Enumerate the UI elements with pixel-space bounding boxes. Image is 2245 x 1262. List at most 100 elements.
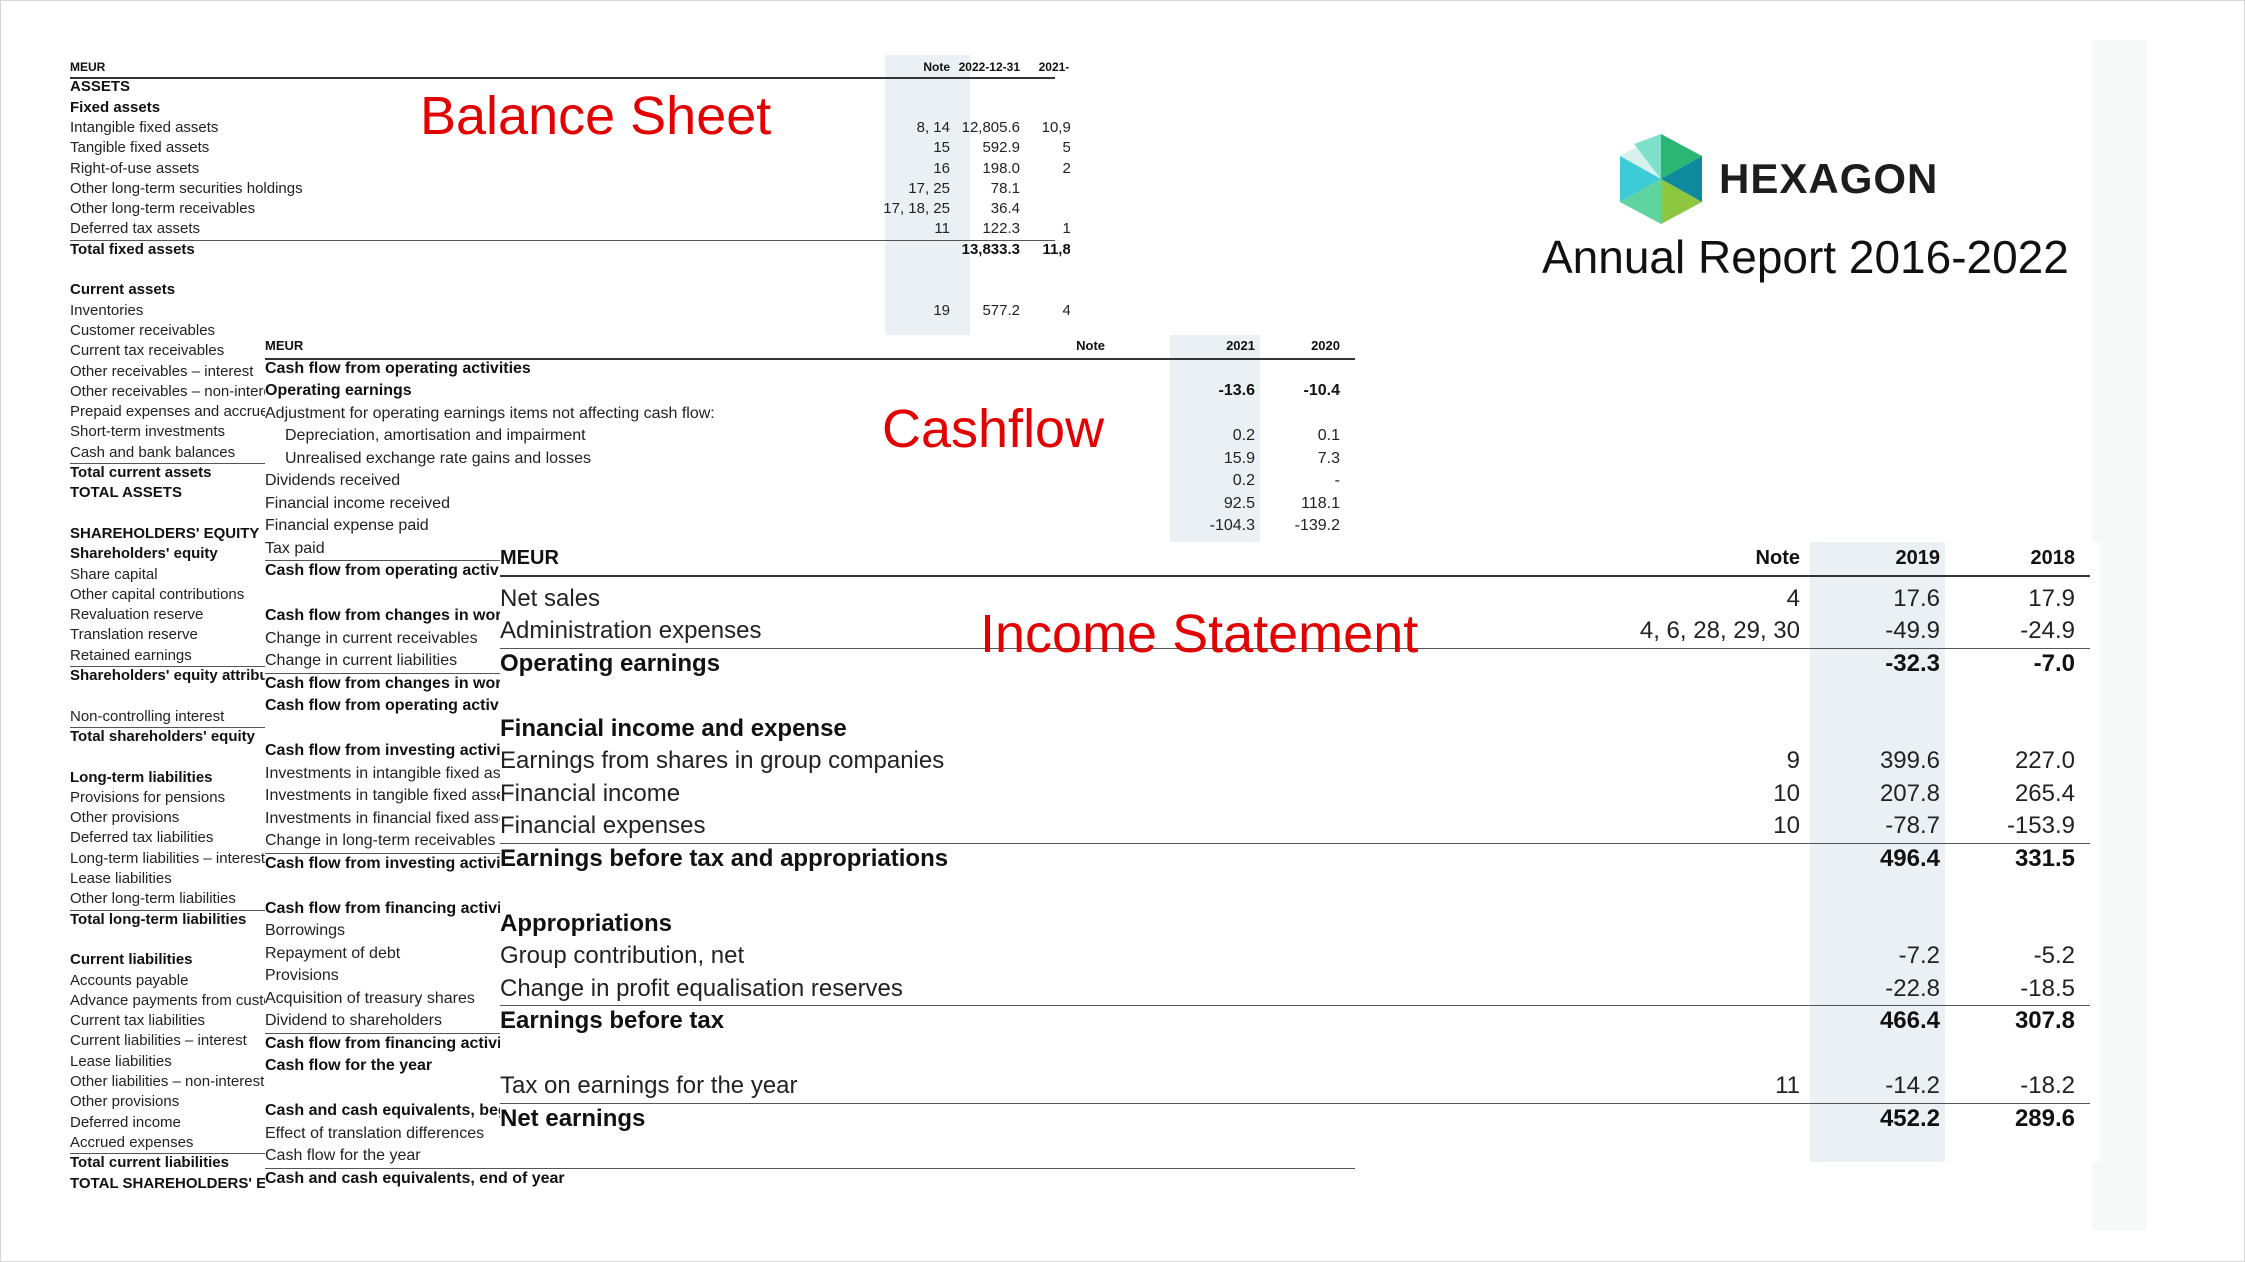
row-label: Current tax liabilities	[70, 1012, 206, 1030]
row-note: 19	[933, 301, 950, 319]
row-label: Retained earnings	[70, 646, 192, 664]
table-row: Financial expenses 10 -78.7 -153.9	[500, 810, 2100, 843]
row-col1: 466.4	[1879, 1007, 1940, 1034]
table-row: Operating earnings -32.3 -7.0	[500, 648, 2100, 681]
table-row: Change in profit equalisation reserves -2…	[500, 973, 2100, 1006]
row-label: Shareholders' equity attributable	[70, 667, 304, 684]
row-label: Depreciation, amortisation and impairmen…	[285, 427, 586, 444]
table-row: Shareholders' equity attributable	[70, 666, 1070, 686]
row-label: Provisions for pensions	[70, 788, 226, 806]
row-label: Appropriations	[500, 909, 672, 937]
header-col1: 2021	[1226, 338, 1255, 353]
row-col1: 592.9	[982, 139, 1020, 157]
row-label: Lease liabilities	[70, 1052, 172, 1070]
row-label: Non-controlling interest	[70, 707, 225, 725]
row-col1: 17.6	[1893, 584, 1940, 612]
table-row: Fixed assets	[70, 98, 1070, 118]
report-subtitle: Annual Report 2016-2022	[1542, 231, 2069, 283]
table-row: Current tax receivables	[70, 341, 1070, 361]
row-label: Investments in financial fixed assets	[265, 809, 521, 827]
row-note: 4	[1786, 584, 1800, 612]
row-label: Fixed assets	[70, 98, 161, 116]
row-label: Cash flow from investing activities	[265, 742, 529, 759]
row-col1: 0.2	[1232, 427, 1255, 444]
highlight-column	[1170, 335, 1260, 555]
row-label: Change in long-term receivables	[265, 832, 496, 849]
table-row: Dividends received 0.2 -	[265, 470, 1370, 493]
row-label: Accrued expenses	[70, 1133, 194, 1151]
table-row: Earnings before tax 466.4 307.8	[500, 1005, 2100, 1038]
row-label: Earnings before tax	[500, 1007, 725, 1034]
table-row: Accrued expenses	[70, 1133, 1070, 1153]
row-label: Total long-term liabilities	[70, 910, 247, 928]
table-row: Investments in intangible fixed assets	[265, 763, 1370, 786]
row-label: Advance payments from customers	[70, 991, 306, 1009]
row-label: Total current liabilities	[70, 1154, 229, 1172]
table-row: Effect of translation differences	[265, 1123, 1370, 1146]
row-label: Other long-term receivables	[70, 200, 256, 218]
table-header: MEUR Note 2021 2020	[265, 335, 1370, 358]
table-row: Shareholders' equity	[70, 544, 1070, 564]
row-label: Investments in intangible fixed assets	[265, 764, 531, 782]
table-row: Other liabilities – non-interest	[70, 1072, 1070, 1092]
row-col1: -78.7	[1885, 812, 1940, 839]
table-row: Cash flow for the year	[265, 1055, 1370, 1078]
row-col1: -13.6	[1218, 382, 1255, 399]
header-col1: 2022-12-31	[958, 60, 1020, 74]
table-row	[500, 875, 2100, 908]
row-label: Acquisition of treasury shares	[265, 989, 475, 1007]
row-col1: 92.5	[1223, 494, 1255, 512]
row-label: Unrealised exchange rate gains and losse…	[285, 449, 591, 467]
table-row: Current tax liabilities	[70, 1011, 1070, 1031]
table-row: Repayment of debt	[265, 943, 1370, 966]
table-row: Total shareholders' equity	[70, 727, 1070, 747]
table-row: Operating earnings -13.6 -10.4	[265, 380, 1370, 403]
row-label: Cash flow from operating activities	[265, 359, 531, 377]
row-label: Financial expenses	[500, 812, 706, 839]
row-label: Change in current receivables	[265, 629, 478, 647]
row-label: Cash and cash equivalents, end of year	[265, 1169, 565, 1187]
row-label: Operating earnings	[500, 649, 721, 677]
row-label: Investments in tangible fixed assets	[265, 787, 518, 804]
row-col2: 10,909.4	[1041, 118, 1070, 136]
header-label: MEUR	[500, 547, 559, 569]
row-label: Cash flow from financing activities	[265, 1034, 530, 1052]
table-row: Group contribution, net -7.2 -5.2	[500, 940, 2100, 973]
table-row: Net earnings 452.2 289.6	[500, 1103, 2100, 1136]
table-row: Share capital	[70, 565, 1070, 585]
table-row: Cash flow from operating activities	[265, 695, 1370, 718]
row-note: 10	[1773, 779, 1800, 807]
row-col2: 7.3	[1317, 449, 1340, 467]
table-row: Other long-term securities holdings 17, 2…	[70, 179, 1070, 199]
total-rule	[500, 842, 2090, 844]
table-row: Intangible fixed assets 8, 14 12,805.6 10,9…	[70, 118, 1070, 138]
row-label: Tangible fixed assets	[70, 139, 210, 157]
cashflow-title: Cashflow	[882, 399, 1105, 459]
row-label: Long-term liabilities – interest	[70, 849, 266, 867]
row-label: Borrowings	[265, 922, 346, 939]
row-label: Cash flow from financing activities	[265, 899, 530, 917]
header-rule	[265, 357, 1355, 360]
row-col2: -10.4	[1303, 382, 1340, 399]
row-label: Current tax receivables	[70, 342, 225, 360]
table-row	[500, 1038, 2100, 1071]
row-label: Provisions	[265, 967, 339, 984]
row-label: ASSETS	[70, 78, 131, 96]
header-col2: 2020	[1311, 338, 1340, 353]
table-row: Borrowings	[265, 920, 1370, 943]
table-row: Tangible fixed assets 15 592.9 536.7	[70, 138, 1070, 158]
table-row: Depreciation, amortisation and impairmen…	[265, 425, 1370, 448]
table-row: Current assets	[70, 280, 1070, 300]
table-row: Adjustment for operating earnings items …	[265, 403, 1370, 426]
table-header: MEUR Note 2022-12-31 2021-12-31	[70, 57, 1070, 77]
row-label: Total current assets	[70, 464, 212, 481]
row-col2: 11,823.3	[1042, 240, 1070, 258]
row-label: Group contribution, net	[500, 942, 745, 969]
table-row: Total long-term liabilities	[70, 910, 1070, 930]
header-rule	[500, 574, 2090, 577]
row-col2: 443.5	[1062, 301, 1070, 319]
table-row: Translation reserve	[70, 625, 1070, 645]
row-label: Other provisions	[70, 1093, 180, 1111]
row-col2: -18.2	[2020, 1072, 2075, 1099]
row-label: Tax paid	[265, 539, 325, 557]
